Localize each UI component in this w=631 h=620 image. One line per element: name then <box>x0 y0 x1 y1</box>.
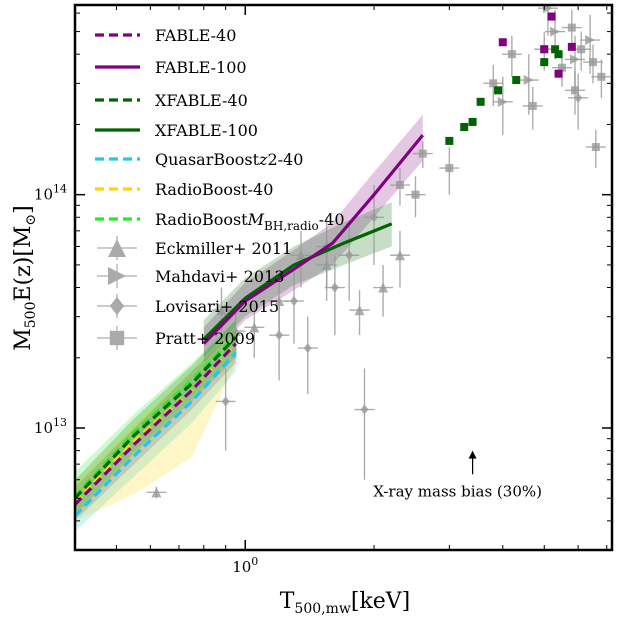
point-eckmiller-2011-3 <box>249 322 260 333</box>
point-lovisari-2015-8 <box>370 212 379 223</box>
point-xfable-100-clusters-8 <box>554 50 563 59</box>
point-pratt-2009-6 <box>528 101 537 110</box>
legend-label-fable-100: FABLE-100 <box>155 58 247 77</box>
point-pratt-2009-14 <box>591 143 600 152</box>
line-radioboost-40 <box>75 342 237 504</box>
legend-label-eckmiller-2011: Eckmiller+ 2011 <box>155 239 292 258</box>
y-axis-label: M500E(z)[M⊙] <box>11 205 39 351</box>
legend-label-xfable-100: XFABLE-100 <box>155 121 258 140</box>
point-xfable-100-clusters-4 <box>494 86 503 95</box>
annotation-label: X-ray mass bias (30%) <box>373 482 542 500</box>
point-eckmiller-2011-2 <box>230 326 241 337</box>
point-lovisari-2015-2 <box>289 296 298 307</box>
point-lovisari-2015-6 <box>345 250 354 261</box>
mass-bias-annotation: X-ray mass bias (30%) <box>373 450 542 500</box>
legend-label-quasarboostz2-40: QuasarBoostz2-40 <box>155 150 303 169</box>
line-xfable-100 <box>202 222 393 341</box>
legend-marker-lovisari-2015 <box>109 297 125 315</box>
band-fable-100 <box>203 114 423 363</box>
point-xfable-100-clusters-6 <box>540 58 549 67</box>
plot-frame <box>73 3 614 552</box>
x-axis-label: T500,mw[keV] <box>280 589 411 617</box>
point-xfable-100-clusters-0 <box>445 136 454 145</box>
point-eckmiller-2011-8 <box>378 282 389 293</box>
line-quasarboostz2-40 <box>75 351 237 518</box>
point-mahdavi-2013-1 <box>523 75 534 86</box>
point-fable-100-clusters-3 <box>567 42 576 51</box>
legend-label-xfable-40: XFABLE-40 <box>155 91 248 110</box>
legend-label-radioboost-40: RadioBoost-40 <box>155 180 273 199</box>
confidence-bands <box>75 114 423 532</box>
y-tick-label: 1014 <box>34 183 67 204</box>
simulation-lines <box>75 134 424 518</box>
point-pratt-2009-11 <box>588 58 597 67</box>
point-eckmiller-2011-4 <box>274 296 285 307</box>
line-xfable-40 <box>75 336 237 500</box>
point-pratt-2009-3 <box>445 164 454 173</box>
point-fable-100-clusters-4 <box>554 69 563 78</box>
point-mahdavi-2013-4 <box>585 35 596 46</box>
legend-label-pratt-2009: Pratt+ 2009 <box>155 329 255 348</box>
legend-marker-eckmiller-2011 <box>108 239 126 257</box>
point-pratt-2009-8 <box>557 63 566 72</box>
point-fable-100-clusters-2 <box>540 45 549 54</box>
point-pratt-2009-10 <box>577 45 586 54</box>
line-fable-100 <box>202 134 424 345</box>
point-eckmiller-2011-0 <box>151 487 162 498</box>
point-xfable-100-clusters-5 <box>512 76 521 85</box>
legend-marker-pratt-2009 <box>109 330 125 346</box>
point-pratt-2009-12 <box>597 72 606 81</box>
point-xfable-100-clusters-7 <box>551 45 560 54</box>
point-fable-100-clusters-1 <box>547 12 556 21</box>
point-lovisari-2015-3 <box>303 343 312 354</box>
point-mahdavi-2013-5 <box>542 5 553 14</box>
point-pratt-2009-1 <box>411 190 420 199</box>
point-pratt-2009-9 <box>567 23 576 32</box>
legend-label-radioboostm-bh-radio-40: RadioBoostMBH,radio-40 <box>155 210 345 233</box>
point-eckmiller-2011-1 <box>216 305 227 316</box>
line-fable-40 <box>75 342 237 506</box>
point-eckmiller-2011-9 <box>394 250 405 261</box>
line-radioboostm-bh-radio-40 <box>75 334 237 498</box>
point-pratt-2009-5 <box>507 50 516 59</box>
legend-label-mahdavi-2013: Mahdavi+ 2013 <box>155 267 284 286</box>
point-xfable-100-clusters-3 <box>476 97 485 106</box>
point-eckmiller-2011-5 <box>295 250 306 261</box>
legend-label-lovisari-2015: Lovisari+ 2015 <box>155 297 279 316</box>
legend: FABLE-40 FABLE-100 XFABLE-40 XFABLE-100 Quas… <box>95 26 345 350</box>
x-tick-label: 100 <box>232 555 258 576</box>
legend-label-fable-40: FABLE-40 <box>155 26 236 45</box>
point-mahdavi-2013-2 <box>550 26 561 37</box>
point-pratt-2009-4 <box>489 79 498 88</box>
annotation-arrow-head <box>468 450 477 459</box>
point-pratt-2009-0 <box>395 181 404 190</box>
observation-points <box>146 5 612 499</box>
band-xfable-100 <box>203 202 392 358</box>
point-pratt-2009-2 <box>418 149 427 158</box>
point-fable-100-clusters-0 <box>498 38 507 47</box>
point-mahdavi-2013-0 <box>497 96 508 107</box>
point-pratt-2009-13 <box>571 86 580 95</box>
point-lovisari-2015-7 <box>360 404 369 415</box>
point-lovisari-2015-9 <box>574 92 583 103</box>
point-lovisari-2015-1 <box>275 330 284 341</box>
point-xfable-100-clusters-1 <box>460 123 469 132</box>
point-xfable-100-clusters-2 <box>468 117 477 126</box>
point-eckmiller-2011-7 <box>354 305 365 316</box>
legend-marker-mahdavi-2013 <box>108 267 126 285</box>
y-tick-label: 1013 <box>34 416 67 437</box>
point-mahdavi-2013-3 <box>570 54 581 65</box>
point-lovisari-2015-0 <box>221 396 230 407</box>
point-lovisari-2015-5 <box>330 282 339 293</box>
